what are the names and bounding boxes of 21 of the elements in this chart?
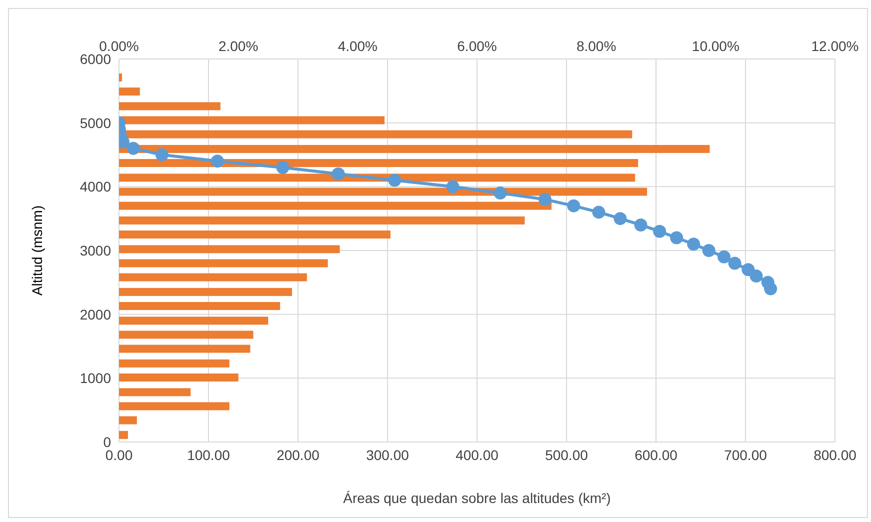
y-axis-title: Altitud (msnm) [28, 205, 45, 296]
x2-tick-label: 4.00% [338, 38, 378, 54]
x2-tick-label: 12.00% [811, 38, 859, 54]
x-tick-label: 100.00 [187, 446, 230, 463]
x-tick-label: 700.00 [724, 446, 768, 463]
x-axis-title: Áreas que quedan sobre las altitudes (km²) [343, 490, 611, 506]
x-tick-label: 600.00 [634, 446, 678, 463]
y-tick-label: 4000 [80, 178, 112, 195]
x2-tick-label: 10.00% [692, 38, 740, 54]
x2-tick-label: 6.00% [457, 38, 497, 54]
x2-tick-label: 2.00% [218, 38, 258, 54]
x-tick-label: 800.00 [814, 446, 857, 463]
y-tick-label: 1000 [80, 370, 112, 386]
y-tick-label: 3000 [80, 242, 112, 258]
x-tick-label: 400.00 [456, 446, 499, 463]
x-tick-label: 200.00 [276, 446, 320, 463]
x2-tick-label: 8.00% [576, 38, 616, 54]
x-tick-label: 300.00 [366, 446, 410, 463]
y-tick-label: 2000 [80, 306, 112, 322]
x-tick-label: 500.00 [545, 446, 588, 463]
y-tick-label: 5000 [80, 114, 112, 131]
